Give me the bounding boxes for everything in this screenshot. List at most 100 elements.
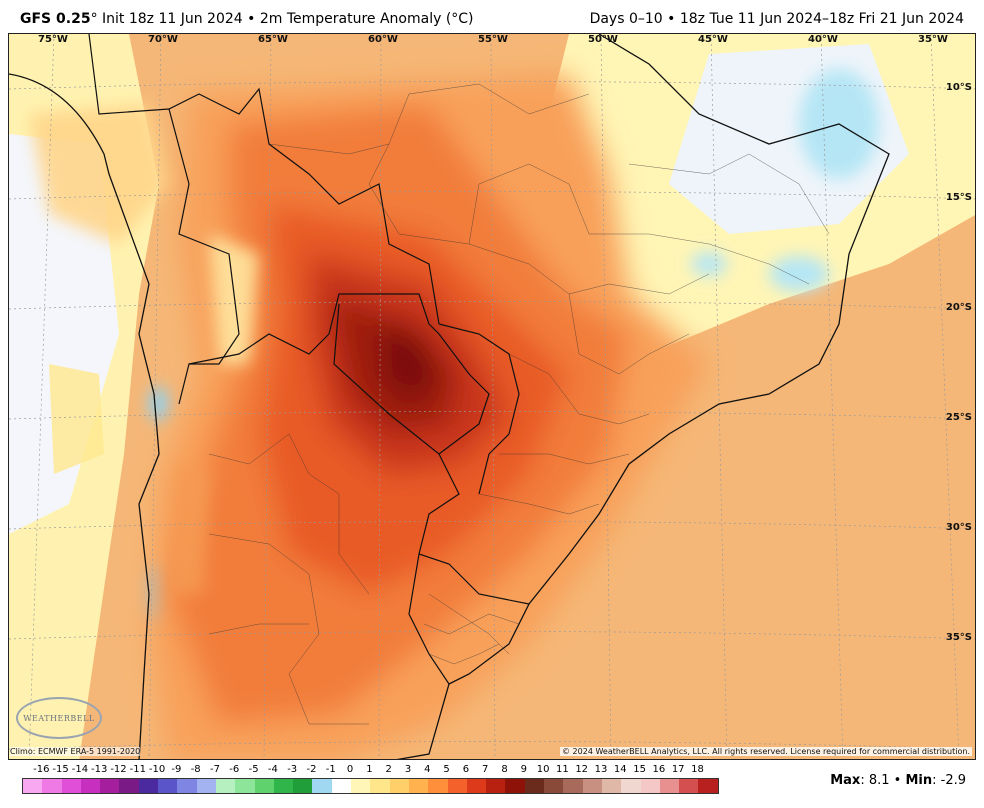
legend-swatch [486,779,506,793]
legend-swatch [351,779,371,793]
legend-label: -16 [33,764,50,775]
legend-label: -8 [190,764,201,775]
legend-swatch [196,779,216,793]
legend-label: -10 [148,764,166,775]
legend-swatch [505,779,525,793]
legend-label: -13 [91,764,108,775]
legend-swatch [235,779,255,793]
legend-label: -4 [267,764,278,775]
lon-label: 75°W [38,34,68,45]
lon-label: 60°W [368,34,398,45]
legend-swatch [158,779,178,793]
lat-label: 10°S [945,82,972,93]
legend-label: 3 [404,764,412,775]
legend-label: 10 [536,764,550,775]
legend-label: 2 [385,764,392,775]
lon-label: 65°W [258,34,288,45]
legend-swatch [177,779,197,793]
legend-label: -6 [229,764,240,775]
legend-swatch [370,779,390,793]
legend-swatch [582,779,602,793]
model-name: GFS 0.25 [20,11,91,27]
min-value: : -2.9 [932,773,966,788]
legend-label: 5 [443,764,450,775]
degree-mark: ° [90,11,98,27]
legend-swatch [273,779,294,793]
init-text: Init 18z 11 Jun 2024 • 2m Temperature An… [97,11,452,27]
legend-label: -11 [129,764,146,775]
legend-label: 9 [520,764,527,775]
lon-label: 45°W [698,34,728,45]
lat-label: 30°S [945,522,972,533]
legend-label: -2 [306,764,317,775]
legend-label: 12 [575,764,589,775]
lon-label: 35°W [918,34,948,45]
anomaly-map [8,33,976,760]
legend-swatch [331,779,352,793]
legend-label: 15 [633,764,646,775]
climo-note: Climo: ECMWF ERA-5 1991-2020 [10,747,141,756]
legend-label: 8 [501,764,508,775]
legend-label: -5 [248,764,259,775]
graticule [9,34,975,759]
legend-swatch [698,779,718,793]
weatherbell-logo: WEATHERBELL [16,697,102,739]
lon-label: 50°W [588,34,618,45]
legend-swatch [544,779,564,793]
legend-swatch [640,779,660,793]
legend-swatch [100,779,120,793]
legend-swatch [659,779,680,793]
max-min-readout: Max: 8.1 • Min: -2.9 [830,773,966,788]
max-label: Max [830,773,861,788]
legend-swatch [23,779,43,793]
legend-label: 14 [613,764,627,775]
legend-swatch [80,779,101,793]
lat-label: 20°S [945,302,972,313]
legend-swatch [601,779,622,793]
valid-period: Days 0–10 • 18z Tue 11 Jun 2024–18z Fri … [589,11,964,27]
pacific-warm-patch [49,364,104,474]
legend-label: 7 [482,764,489,775]
legend-label: 11 [556,764,569,775]
legend-swatch [42,779,62,793]
legend-label: 16 [652,764,666,775]
legend-swatch [466,779,487,793]
legend-label: -14 [71,764,89,775]
min-label: Min [905,773,933,788]
legend-label: 6 [462,764,470,775]
lat-label: 35°S [945,632,972,643]
legend-swatch [679,779,699,793]
pacific-near-zero [9,134,119,534]
legend-swatch [428,779,448,793]
legend-label: 17 [671,764,685,775]
copyright-note: © 2024 WeatherBELL Analytics, LLC. All r… [560,747,972,756]
state-borders [208,83,830,725]
legend-label: -3 [287,764,298,775]
legend-label: -7 [210,764,220,775]
color-legend [22,778,719,794]
legend-swatch [621,779,641,793]
legend-labels: -16 -15 -14 -13 -12 -11 -10 -9 -8 -7 -6 -5 -4 -3 -2 -1 0… [22,764,704,776]
lon-label: 40°W [808,34,838,45]
legend-label: 13 [594,764,608,775]
legend-label: -9 [171,764,182,775]
legend-label: 18 [691,764,704,775]
legend-swatch [215,779,236,793]
legend-swatch [293,779,313,793]
legend-label: -15 [52,764,69,775]
legend-swatch [254,779,274,793]
west-coastline [9,73,160,759]
legend-label: -12 [110,764,127,775]
lat-label: 15°S [945,192,972,203]
legend-swatch [447,779,467,793]
map-title: GFS 0.25° Init 18z 11 Jun 2024 • 2m Temp… [20,11,474,27]
legend-swatch [563,779,583,793]
lon-label: 55°W [478,34,508,45]
lon-label: 70°W [148,34,178,45]
legend-swatch [389,779,409,793]
legend-swatch [312,779,332,793]
unit-degree: ° [451,11,459,27]
andes-texture [29,104,259,594]
legend-swatch [61,779,81,793]
legend-swatch [119,779,139,793]
